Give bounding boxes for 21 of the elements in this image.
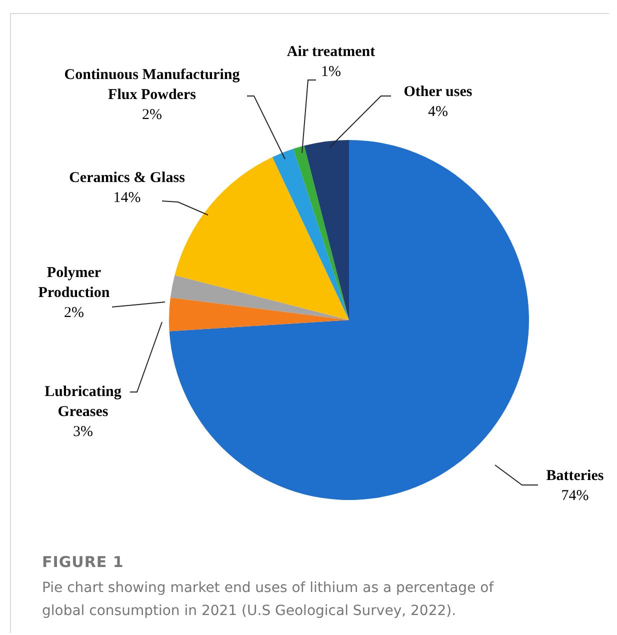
slice-label: Continuous Manufacturing Flux Powders: [64, 67, 240, 103]
slice-label: Other uses: [404, 84, 472, 100]
slice-label: Air treatment: [286, 44, 376, 60]
slice-label: Polymer Production: [38, 265, 110, 301]
data-label: 2%: [142, 107, 162, 123]
slice-label: Batteries: [546, 468, 604, 484]
slice-label: Ceramics & Glass: [69, 170, 186, 186]
data-label: 3%: [73, 424, 93, 440]
text: FIGURE 1: [42, 553, 125, 571]
data-label: 1%: [321, 64, 341, 80]
data-label: 14%: [113, 190, 141, 206]
pie-slice: [304, 140, 349, 320]
pie-slice: [272, 148, 349, 320]
pie-slice: [293, 146, 349, 320]
pie-slice: [170, 275, 349, 320]
text: Pie chart showing market end uses of lithium as a percentage of global consumption in 2021 (U.S Geological Survey, 2022).: [42, 579, 495, 621]
slice-label: Lubricating Greases: [44, 384, 122, 420]
data-label: 2%: [64, 305, 84, 321]
data-label: 4%: [428, 104, 448, 120]
pie-slice: [169, 297, 349, 332]
data-label: 74%: [561, 488, 589, 504]
